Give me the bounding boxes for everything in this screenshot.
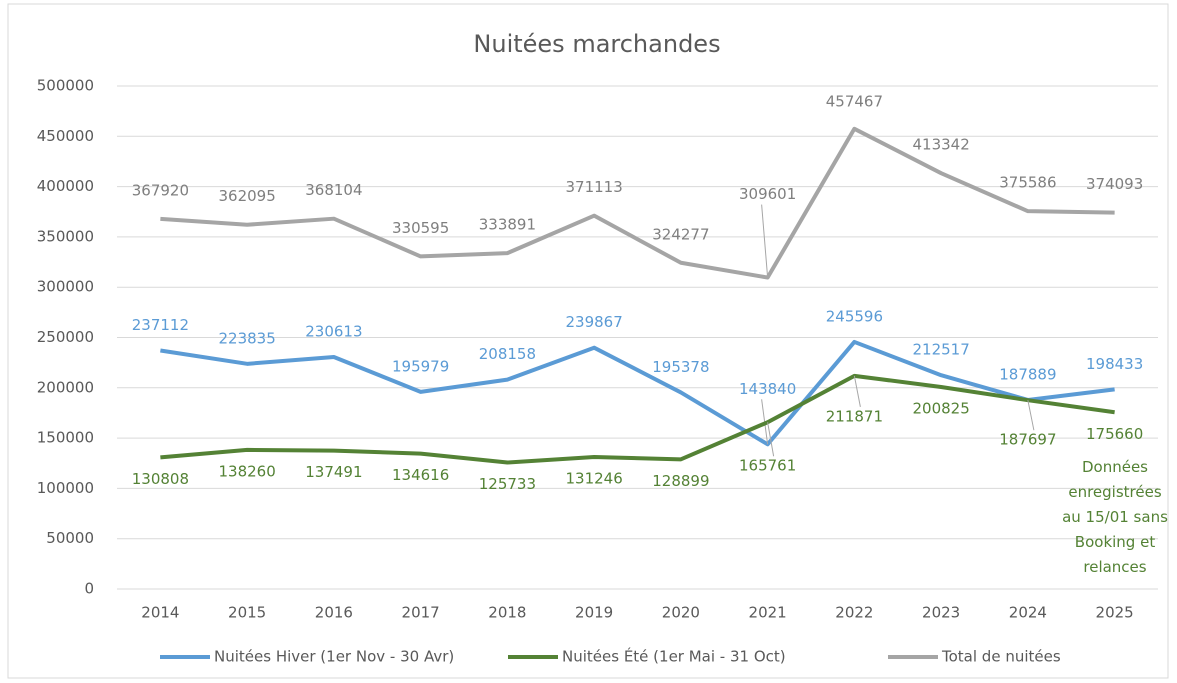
data-label: 237112 [132, 316, 189, 334]
y-tick-label: 50000 [46, 529, 94, 547]
data-label: 371113 [565, 178, 622, 196]
leader-line [761, 204, 769, 278]
data-label: 200825 [912, 399, 969, 417]
data-label: 198433 [1086, 355, 1143, 373]
data-label: 130808 [132, 470, 189, 488]
data-label: 125733 [479, 475, 536, 493]
data-label: 375586 [999, 174, 1056, 192]
y-tick-label: 400000 [37, 177, 94, 195]
leader-line [853, 375, 861, 407]
data-label: 131246 [565, 469, 622, 487]
data-label: 324277 [652, 225, 709, 243]
x-tick-label: 2020 [662, 604, 700, 622]
chart-border [7, 3, 1169, 679]
data-label: 128899 [652, 472, 709, 490]
x-tick-label: 2016 [315, 604, 353, 622]
legend-label: Nuitées Hiver (1er Nov - 30 Avr) [214, 648, 454, 666]
leader-line [1027, 400, 1035, 431]
leader-line [767, 422, 775, 457]
x-tick-label: 2014 [141, 604, 179, 622]
data-label: 374093 [1086, 175, 1143, 193]
data-label: 223835 [218, 329, 275, 347]
x-tick-label: 2015 [228, 604, 266, 622]
data-label: 143840 [739, 380, 796, 398]
y-tick-label: 250000 [37, 328, 94, 346]
y-tick-label: 300000 [37, 278, 94, 296]
data-label: 330595 [392, 219, 449, 237]
data-label: 175660 [1086, 425, 1143, 443]
data-label: 211871 [826, 407, 883, 425]
data-label: 245596 [826, 307, 883, 325]
series-line [160, 126, 1115, 280]
legend-label: Nuitées Été (1er Mai - 31 Oct) [562, 647, 786, 666]
data-label: 230613 [305, 323, 362, 341]
data-label: 187697 [999, 431, 1056, 449]
x-tick-label: 2025 [1096, 604, 1134, 622]
data-label: 195979 [392, 357, 449, 375]
chart-title: Nuitées marchandes [473, 30, 720, 58]
data-label: 138260 [218, 462, 275, 480]
y-tick-label: 350000 [37, 227, 94, 245]
data-label: 165761 [739, 457, 796, 475]
data-label: 239867 [565, 313, 622, 331]
x-tick-label: 2024 [1009, 604, 1047, 622]
x-tick-label: 2023 [922, 604, 960, 622]
x-tick-label: 2022 [835, 604, 873, 622]
x-tick-label: 2019 [575, 604, 613, 622]
data-label: 368104 [305, 181, 362, 199]
x-tick-label: 2018 [488, 604, 526, 622]
data-label: 187889 [999, 365, 1056, 383]
y-tick-label: 100000 [37, 479, 94, 497]
data-label: 137491 [305, 463, 362, 481]
data-label: 333891 [479, 216, 536, 234]
x-tick-label: 2021 [749, 604, 787, 622]
series-line [160, 339, 1115, 447]
y-tick-label: 500000 [37, 77, 94, 95]
data-label: 309601 [739, 185, 796, 203]
y-tick-label: 450000 [37, 127, 94, 145]
data-label: 362095 [218, 187, 275, 205]
data-label: 413342 [912, 136, 969, 154]
annotation: Données enregistrées au 15/01 sans Booki… [1062, 458, 1168, 576]
data-label: 212517 [912, 341, 969, 359]
legend-label: Total de nuitées [941, 648, 1061, 666]
y-tick-label: 150000 [37, 429, 94, 447]
data-label: 367920 [132, 181, 189, 199]
y-tick-label: 0 [84, 580, 94, 598]
data-label: 457467 [826, 92, 883, 110]
y-tick-label: 200000 [37, 378, 94, 396]
data-label: 134616 [392, 466, 449, 484]
data-label: 208158 [479, 345, 536, 363]
data-label: 195378 [652, 358, 709, 376]
series-line [160, 373, 1115, 465]
x-tick-label: 2017 [402, 604, 440, 622]
